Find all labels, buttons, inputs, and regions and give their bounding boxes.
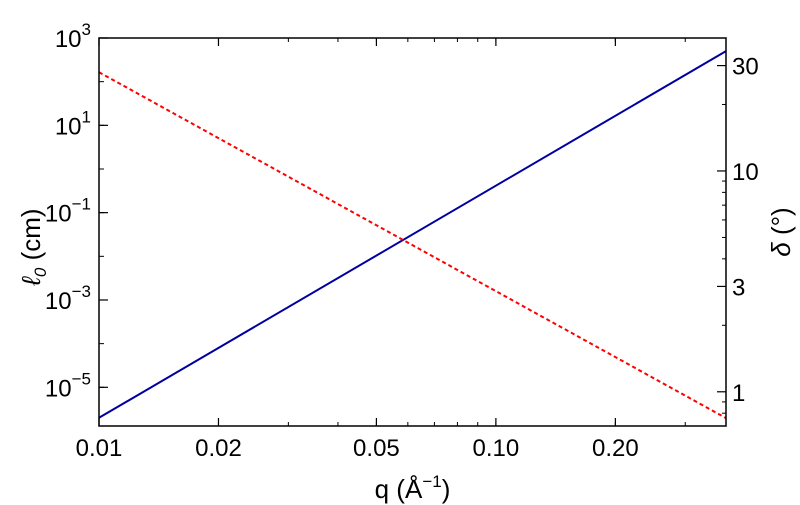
x-tick-label: 0.20 (592, 435, 639, 462)
series-line-2 (98, 71, 727, 419)
y-left-tick-label: 10−3 (45, 282, 91, 315)
y-right-tick-label: 10 (732, 159, 759, 186)
x-tick-label: 0.10 (473, 435, 520, 462)
y-left-tick-label: 10−1 (45, 195, 91, 228)
y-left-tick-label: 101 (55, 107, 91, 140)
y-right-axis-label: δ (°) (766, 207, 796, 256)
series-layer (98, 50, 727, 419)
labels-layer: 0.01 0.02 0.05 0.10 0.2010310110−110−310−530… (16, 20, 796, 504)
series-line-1 (98, 50, 727, 419)
x-tick-label: 0.02 (195, 435, 242, 462)
y-right-tick-label: 1 (732, 380, 745, 407)
x-tick-label: 0.05 (353, 435, 400, 462)
plot-frame (98, 37, 727, 427)
x-axis-label: q (Å−1) (375, 472, 451, 504)
y-right-tick-label: 3 (732, 274, 745, 301)
y-left-axis-label: ℓ0 (cm) (16, 208, 50, 286)
ticks-layer (98, 37, 726, 426)
y-right-tick-label: 30 (732, 54, 759, 81)
x-tick-label: 0.01 (76, 435, 123, 462)
y-left-tick-label: 103 (55, 20, 91, 53)
y-left-tick-label: 10−5 (45, 369, 91, 402)
